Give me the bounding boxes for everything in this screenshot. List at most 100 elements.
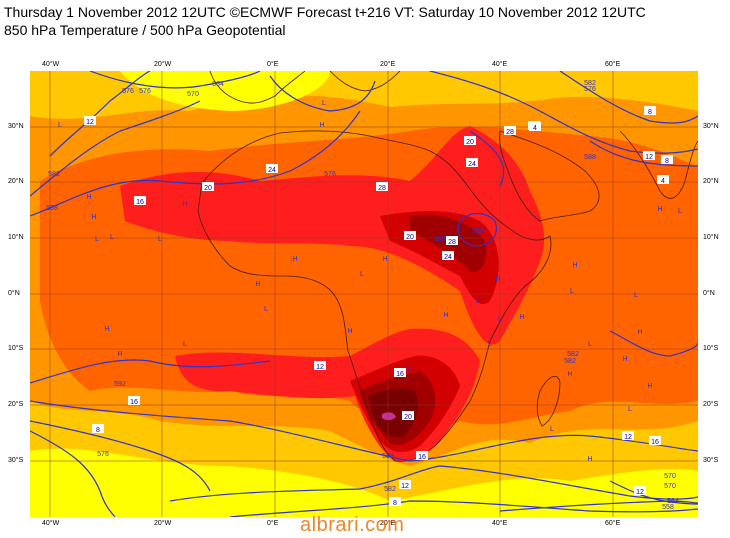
temperature-label-box — [466, 158, 478, 167]
temperature-label-box — [442, 251, 454, 260]
geopotential-label-text: 582 — [564, 358, 576, 365]
temperature-label: 4 — [657, 175, 669, 185]
geopotential-label: 588 — [472, 228, 484, 235]
temperature-label: 28 — [504, 126, 516, 136]
geopotential-label: 564 — [667, 498, 679, 505]
lat-tick-left: 30°S — [8, 457, 24, 464]
high-pressure-mark: H — [182, 201, 187, 208]
temp-area-yellow-north — [120, 71, 330, 111]
temperature-label-box — [394, 368, 406, 377]
pressure-marks: L H L H L H L H H L H H L L H L H H L H L H L H L H L H L H L H L H L H L H — [58, 100, 682, 463]
temperature-label-box — [622, 431, 634, 440]
high-pressure-mark: H — [637, 329, 642, 336]
geopotential-label-text: 582 — [48, 171, 60, 178]
low-pressure-mark: L — [322, 100, 326, 107]
low-pressure-mark: L — [678, 208, 682, 215]
temperature-label-text: 28 — [448, 239, 456, 246]
high-pressure-mark: H — [495, 276, 500, 283]
lon-tick-top: 60°E — [605, 61, 621, 68]
lat-tick-right: 30°S — [703, 457, 719, 464]
low-pressure-mark: L — [158, 236, 162, 243]
temperature-label: 28 — [376, 182, 388, 192]
temperature-labels: 12 16 20 24 28 20 24 28 20 24 28 16 12 16 20 16 12 8 4 12 8 4… — [84, 106, 673, 507]
temperature-label-box — [92, 424, 104, 433]
lat-tick-right: 20°S — [703, 401, 719, 408]
geopotential-label: 582 — [384, 486, 396, 493]
high-pressure-mark: H — [319, 122, 324, 129]
temperature-label-text: 4 — [533, 125, 537, 132]
temperature-label-text: 12 — [636, 489, 644, 496]
geopotential-label-text: 588 — [46, 205, 58, 212]
temperature-label-text: 8 — [665, 158, 669, 165]
geopotential-label: 576 — [584, 86, 596, 93]
temperature-label-text: 12 — [645, 154, 653, 161]
temperature-label-text: 28 — [378, 185, 386, 192]
temperature-label-text: 16 — [396, 371, 404, 378]
high-pressure-mark: H — [567, 371, 572, 378]
temperature-label-box — [202, 182, 214, 191]
lon-tick-top: 0°E — [267, 61, 279, 68]
temperature-label: 8 — [92, 424, 104, 434]
geopotential-label: 570 — [664, 473, 676, 480]
temperature-label-box — [634, 486, 646, 495]
temperature-label-text: 8 — [96, 427, 100, 434]
lat-tick-left: 10°N — [8, 234, 24, 241]
temperature-label: 16 — [649, 436, 661, 446]
temperature-label-box — [464, 136, 476, 145]
low-pressure-mark: L — [264, 306, 268, 313]
temperature-label-text: 24 — [268, 167, 276, 174]
temperature-label: 8 — [644, 106, 656, 116]
geopotential-label: 582 — [584, 80, 596, 87]
geopotential-label-text: 570 — [664, 473, 676, 480]
high-pressure-mark: H — [572, 262, 577, 269]
temperature-label-box — [504, 126, 516, 135]
temperature-label-text: 12 — [316, 364, 324, 371]
low-pressure-mark: L — [634, 292, 638, 299]
temperature-label: 16 — [128, 396, 140, 406]
geopotential-label-text: 582 — [434, 236, 446, 243]
high-pressure-mark: H — [382, 256, 387, 263]
lat-tick-left: 20°S — [8, 401, 24, 408]
temperature-label-text: 8 — [648, 109, 652, 116]
geopotential-label-text: 592 — [114, 381, 126, 388]
temperature-label: 24 — [266, 164, 278, 174]
geopotential-label: 592 — [114, 381, 126, 388]
lon-tick-bottom: 0°E — [267, 520, 279, 527]
temperature-label-box — [376, 182, 388, 191]
lon-tick-bottom: 40°W — [42, 520, 60, 527]
temp-area-pink-core — [382, 412, 396, 421]
high-pressure-mark: H — [347, 328, 352, 335]
geopotential-label-text: 564 — [667, 498, 679, 505]
temperature-label-text: 24 — [444, 254, 452, 261]
geopotential-label-text: 576 — [97, 451, 109, 458]
low-pressure-mark: L — [183, 341, 187, 348]
weather-map: 12 16 20 24 28 20 24 28 20 24 28 16 12 16 20 16 12 8 4 12 8 4… — [29, 70, 699, 518]
low-pressure-mark: L — [588, 341, 592, 348]
temperature-label-box — [649, 436, 661, 445]
geopotential-label-text: 588 — [472, 228, 484, 235]
geopotential-label-text: 576 — [139, 88, 151, 95]
temperature-label-box — [266, 164, 278, 173]
temperature-label: 16 — [394, 368, 406, 378]
high-pressure-mark: H — [657, 206, 662, 213]
temperature-label-box — [84, 116, 96, 125]
temperature-label: 4 — [529, 122, 541, 132]
lon-tick-top: 20°E — [380, 61, 396, 68]
geopotential-label: 564 — [212, 81, 224, 88]
temperature-label-box — [402, 411, 414, 420]
temperature-label: 24 — [466, 158, 478, 168]
lon-tick-top: 40°E — [492, 61, 508, 68]
coastlines — [197, 70, 699, 462]
lon-tick-bottom: 20°E — [380, 520, 396, 527]
geopotential-label-text: 576 — [324, 171, 336, 178]
high-pressure-mark: H — [647, 383, 652, 390]
map-subtitle: 850 hPa Temperature / 500 hPa Geopotenti… — [4, 22, 286, 38]
geopotential-label: 588 — [584, 154, 596, 161]
high-pressure-mark: H — [443, 312, 448, 319]
temperature-label-text: 20 — [204, 185, 212, 192]
low-pressure-mark: L — [498, 316, 502, 323]
low-pressure-mark: L — [360, 271, 364, 278]
low-pressure-mark: L — [628, 406, 632, 413]
geopotential-label-text: 564 — [212, 81, 224, 88]
low-pressure-mark: L — [550, 426, 554, 433]
